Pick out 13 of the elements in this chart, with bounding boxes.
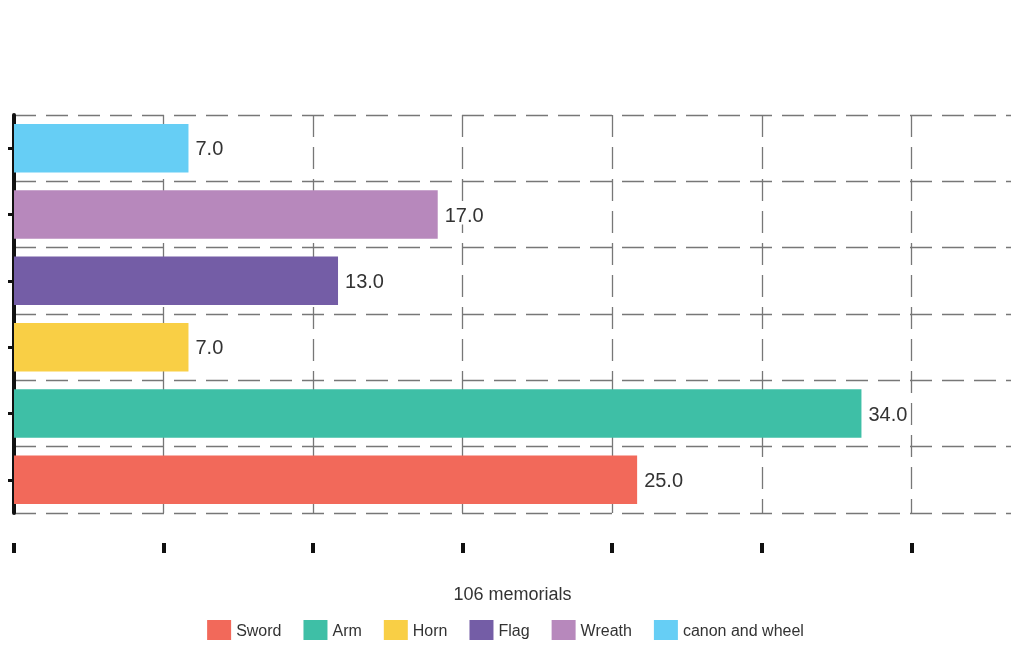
data-label: 13.0 xyxy=(345,269,384,292)
data-label: 7.0 xyxy=(195,336,224,359)
x-axis-title: 106 memorials xyxy=(453,584,572,604)
legend-label: canon and wheel xyxy=(682,621,804,639)
data-label: 25.0 xyxy=(644,468,684,491)
data-label: 17.0 xyxy=(444,203,484,226)
legend-label: Horn xyxy=(412,621,448,639)
legend-label: Sword xyxy=(236,621,282,639)
data-label: 34.0 xyxy=(868,402,908,425)
data-label: 7.0 xyxy=(195,137,224,160)
legend-label: Arm xyxy=(332,621,362,639)
legend-label: Wreath xyxy=(580,621,632,639)
legend-label: Flag xyxy=(498,621,530,639)
